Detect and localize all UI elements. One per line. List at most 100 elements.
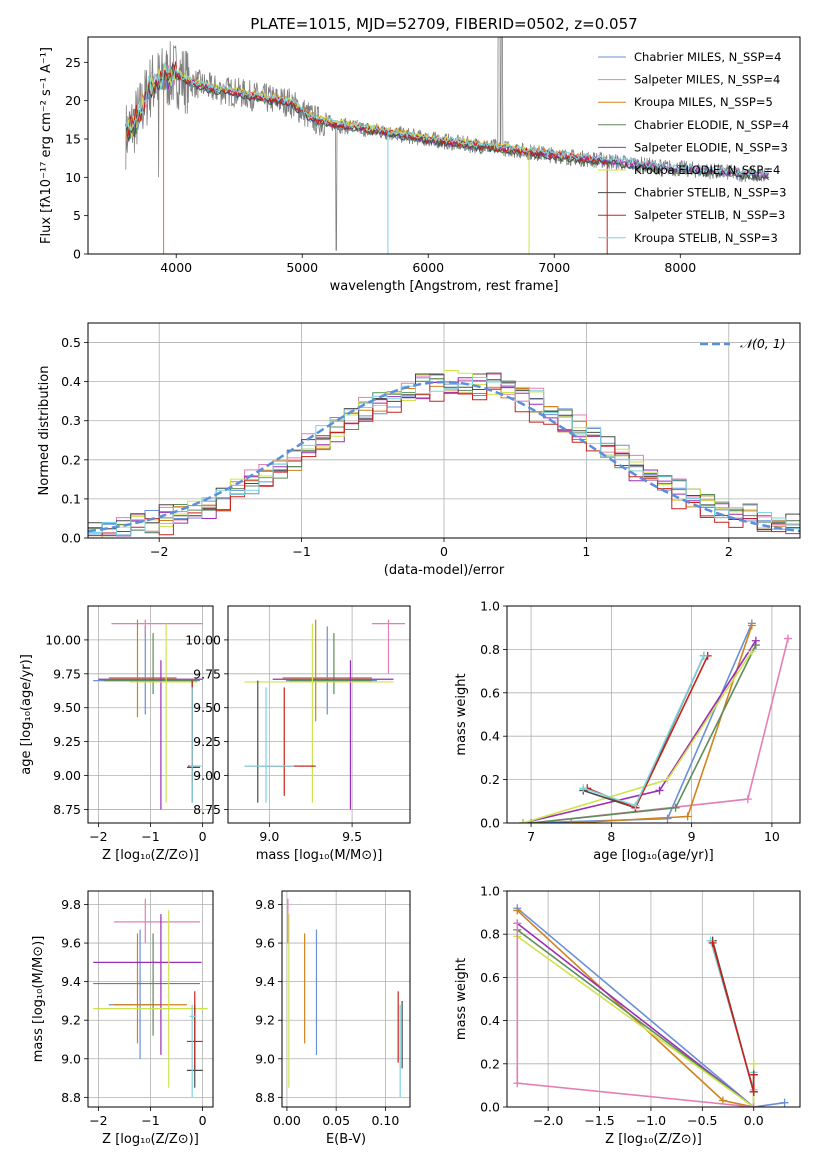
legend-label: Salpeter STELIB, N_SSP=3 — [634, 208, 785, 222]
age_vs_Z-plot-area — [93, 619, 203, 810]
residual-histogram-8 — [88, 377, 800, 536]
legend-label: Chabrier STELIB, N_SSP=3 — [634, 186, 786, 200]
y-tick-label: 0.6 — [480, 970, 500, 985]
weight-marker — [631, 801, 640, 810]
x-tick-label: 8 — [607, 829, 615, 844]
model-spectrum-8 — [125, 62, 769, 176]
y-tick-label: 9.0 — [255, 1051, 275, 1066]
weight_vs_age-plot-area — [519, 619, 792, 823]
x-tick-label: 4000 — [160, 260, 192, 275]
weight_vs_Z-plot-area — [513, 904, 789, 1107]
weight-marker — [683, 812, 692, 821]
y-tick-label: 0.2 — [480, 1056, 500, 1071]
legend-label: 𝒩(0, 1) — [740, 336, 786, 351]
x-tick-label: −2.0 — [533, 1113, 563, 1128]
x-tick-label: 10 — [764, 829, 780, 844]
x-axis-label: (data-model)/error — [384, 563, 505, 578]
y-tick-label: 9.2 — [255, 1013, 275, 1028]
weight-line — [516, 907, 785, 1107]
weight-marker — [519, 819, 528, 823]
x-tick-label: 6000 — [412, 260, 444, 275]
y-tick-label: 9.00 — [193, 768, 221, 783]
x-tick-label: −1.5 — [584, 1113, 614, 1128]
y-tick-label: 8.75 — [193, 802, 221, 817]
weight-marker — [671, 803, 680, 812]
x-tick-label: 7 — [527, 829, 535, 844]
weight-line — [711, 942, 755, 1093]
y-tick-label: 9.4 — [255, 974, 275, 989]
y-tick-label: 0.4 — [480, 729, 500, 744]
y-axis-label: age [log₁₀(age/yr)] — [19, 654, 34, 775]
x-tick-label: 1 — [582, 544, 590, 559]
y-tick-label: 9.75 — [53, 666, 81, 681]
weight-marker — [579, 784, 588, 793]
weight-line — [583, 655, 705, 807]
y-axis-label: mass weight — [454, 958, 469, 1040]
y-tick-label: 9.8 — [61, 897, 81, 912]
legend-label: Kroupa ELODIE, N_SSP=4 — [634, 163, 780, 177]
x-tick-label: −1 — [141, 829, 159, 844]
chart-weight_vs_Z: −2.0 −1.5 −1.0 −0.5 0.0 0.0 0.2 0.4 0.6 0.8 1.0 Z [… — [454, 884, 801, 1147]
axes-frame — [87, 36, 801, 255]
x-axis-label: E(B-V) — [326, 1132, 366, 1147]
y-axis-label: Flux [fλ10⁻¹⁷ erg cm⁻² s⁻¹ A⁻¹] — [39, 47, 54, 244]
chart-residuals: −2 −1 0 1 2 0.0 0.1 0.2 0.3 0.4 0.5 (data-model)/er… — [37, 322, 801, 578]
weight-marker — [699, 651, 708, 660]
axes-frame — [506, 890, 801, 1108]
y-tick-label: 0.1 — [61, 491, 81, 506]
chart-weight_vs_age: 7 8 9 10 0.0 0.2 0.4 0.6 0.8 1.0 age [log₁₀(age/yr… — [454, 599, 801, 863]
axes-frame — [281, 890, 411, 1108]
x-tick-label: −2 — [89, 829, 107, 844]
x-tick-label: 0.00 — [273, 1113, 301, 1128]
y-tick-label: 9.6 — [61, 936, 81, 951]
legend-label: Kroupa STELIB, N_SSP=3 — [634, 231, 778, 245]
mass_vs_Z-plot-area — [93, 898, 208, 1098]
y-tick-label: 0.4 — [480, 1013, 500, 1028]
y-tick-label: 10.00 — [185, 632, 221, 647]
mass_vs_ebv-plot-area — [287, 898, 403, 1098]
x-tick-label: 0.0 — [744, 1113, 764, 1128]
weight-marker — [663, 814, 672, 823]
y-tick-label: 0.8 — [480, 642, 500, 657]
y-tick-label: 9.25 — [53, 734, 81, 749]
y-tick-label: 20 — [65, 93, 81, 108]
y-tick-label: 8.75 — [53, 802, 81, 817]
model-spectrum-7 — [125, 61, 607, 164]
x-tick-label: 0.05 — [322, 1113, 350, 1128]
legend-label: Salpeter ELODIE, N_SSP=3 — [634, 140, 788, 154]
spectrum-legend: Chabrier MILES, N_SSP=4 Salpeter MILES, N… — [598, 50, 789, 245]
legend-label: Salpeter MILES, N_SSP=4 — [634, 73, 780, 87]
weight-marker — [751, 636, 760, 645]
y-tick-label: 9.4 — [61, 974, 81, 989]
axes-frame — [87, 605, 214, 824]
spectrum-plot-area — [125, 37, 769, 254]
legend-label: Chabrier ELODIE, N_SSP=4 — [634, 118, 789, 132]
y-tick-label: 9.25 — [193, 734, 221, 749]
x-tick-label: 7000 — [538, 260, 570, 275]
weight-marker — [749, 1059, 758, 1068]
weight-marker — [749, 1103, 758, 1107]
y-tick-label: 0.0 — [480, 816, 500, 831]
weight-marker — [780, 1098, 789, 1107]
x-tick-label: −2 — [150, 544, 168, 559]
x-tick-label: 9.0 — [259, 829, 279, 844]
x-tick-label: 0.10 — [371, 1113, 399, 1128]
y-tick-label: 9.8 — [255, 897, 275, 912]
y-tick-label: 0 — [73, 247, 81, 262]
y-tick-label: 9.6 — [255, 936, 275, 951]
axes-frame — [506, 605, 801, 824]
weight-marker — [749, 1087, 758, 1096]
weight-line — [522, 651, 753, 823]
weight-marker — [513, 906, 522, 915]
weight-marker — [747, 621, 756, 630]
weight-marker — [708, 938, 717, 947]
y-tick-label: 10.00 — [45, 632, 81, 647]
legend-label: Chabrier MILES, N_SSP=4 — [634, 50, 781, 64]
y-tick-label: 9.00 — [53, 768, 81, 783]
y-axis-label: Normed distribution — [37, 366, 52, 496]
weight-marker — [513, 919, 522, 928]
y-tick-label: 15 — [65, 131, 81, 146]
normal-curve — [88, 380, 800, 533]
x-axis-label: mass [log₁₀(M/M⊙)] — [256, 848, 383, 863]
y-axis-label: mass weight — [454, 673, 469, 755]
